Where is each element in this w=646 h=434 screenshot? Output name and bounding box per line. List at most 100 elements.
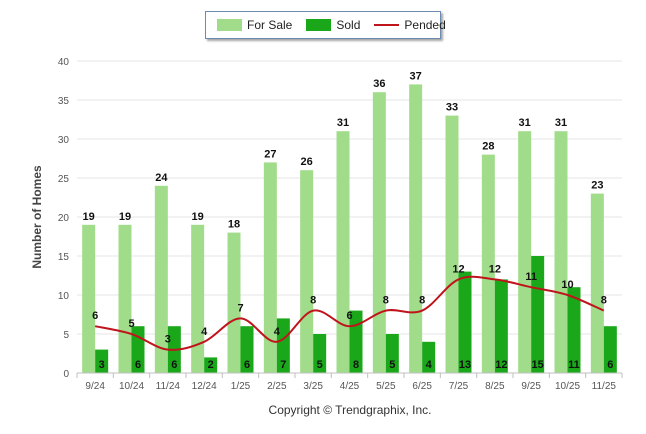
sold-value-label: 5	[317, 359, 323, 371]
sold-value-label: 13	[459, 359, 471, 371]
for-sale-bar	[227, 232, 241, 373]
for-sale-bar	[372, 92, 386, 373]
for-sale-swatch	[217, 19, 242, 31]
sold-bar	[494, 279, 508, 373]
sold-bar	[385, 334, 399, 373]
for-sale-value-label: 26	[301, 156, 313, 168]
sold-bar	[276, 318, 290, 373]
sold-bar	[204, 357, 218, 373]
y-tick-label: 10	[58, 291, 70, 302]
for-sale-bar	[481, 154, 495, 373]
copyright-text: Copyright © Trendgraphix, Inc.	[268, 403, 432, 417]
x-tick-label: 4/25	[340, 381, 360, 392]
x-tick-label: 9/24	[85, 381, 105, 392]
for-sale-bar	[590, 193, 604, 373]
for-sale-value-label: 37	[410, 70, 422, 82]
x-tick-label: 1/25	[231, 381, 251, 392]
pended-value-label: 10	[561, 279, 573, 291]
x-tick-label: 11/24	[156, 381, 181, 392]
for-sale-value-label: 19	[119, 211, 131, 223]
y-tick-label: 40	[58, 57, 70, 68]
sold-value-label: 4	[426, 359, 433, 371]
for-sale-value-label: 19	[192, 211, 204, 223]
pended-value-label: 8	[419, 295, 425, 307]
x-axis: 9/24 10/24 11/24 12/24 1/25 2/25 3/25 4/25 5/25 6…	[76, 372, 623, 392]
for-sale-bar	[554, 131, 568, 373]
sold-bar	[531, 256, 545, 373]
x-tick-label: 8/25	[485, 381, 505, 392]
pended-value-label: 12	[489, 263, 501, 275]
legend-label-for-sale: For Sale	[247, 18, 293, 32]
data-labels: 1936196524631924186727742658318636583748…	[83, 70, 614, 371]
sold-value-label: 2	[208, 359, 214, 371]
y-tick-label: 25	[58, 174, 70, 185]
x-tick-label: 6/25	[412, 381, 432, 392]
sold-value-label: 8	[353, 359, 359, 371]
legend-item-sold[interactable]: Sold	[306, 18, 360, 32]
y-tick-label: 5	[63, 330, 69, 341]
for-sale-value-label: 27	[264, 148, 276, 160]
for-sale-bar	[445, 115, 459, 373]
y-axis-title: Number of Homes	[30, 165, 44, 269]
pended-value-label: 6	[346, 310, 352, 322]
pended-value-label: 6	[92, 310, 98, 322]
legend: For Sale Sold Pended	[205, 11, 446, 39]
y-tick-label: 35	[58, 96, 70, 107]
for-sale-value-label: 19	[83, 211, 95, 223]
bar-series	[82, 84, 617, 374]
sold-value-label: 12	[495, 359, 507, 371]
pended-value-label: 4	[201, 326, 208, 338]
pended-value-label: 8	[601, 295, 607, 307]
y-tick-label: 20	[58, 213, 70, 224]
pended-value-label: 5	[128, 318, 134, 330]
for-sale-value-label: 24	[155, 172, 168, 184]
pended-value-label: 4	[274, 326, 281, 338]
y-tick-label: 15	[58, 252, 70, 263]
x-tick-label: 3/25	[303, 381, 323, 392]
for-sale-value-label: 28	[482, 141, 494, 153]
legend-label-sold: Sold	[336, 18, 361, 32]
y-tick-label: 30	[58, 135, 70, 146]
x-tick-label: 11/25	[592, 381, 617, 392]
pended-value-label: 8	[310, 295, 316, 307]
sold-value-label: 5	[389, 359, 395, 371]
sold-bar	[422, 341, 436, 373]
x-tick-label: 12/24	[192, 381, 217, 392]
for-sale-bar	[191, 224, 205, 373]
x-tick-label: 5/25	[376, 381, 396, 392]
pended-value-label: 12	[452, 263, 464, 275]
legend-item-pended[interactable]: Pended	[374, 18, 446, 32]
for-sale-bar	[300, 170, 314, 373]
for-sale-value-label: 36	[373, 78, 385, 90]
for-sale-bar	[154, 185, 168, 373]
for-sale-bar	[118, 224, 132, 373]
legend-label-pended: Pended	[404, 18, 446, 32]
pended-value-label: 3	[165, 334, 171, 346]
x-tick-label: 10/25	[555, 381, 580, 392]
sold-bar	[240, 326, 254, 373]
sold-swatch	[306, 19, 332, 31]
sold-value-label: 15	[532, 359, 544, 371]
for-sale-value-label: 33	[446, 102, 458, 114]
x-tick-label: 10/24	[119, 381, 144, 392]
sold-value-label: 6	[607, 359, 613, 371]
sold-value-label: 6	[135, 359, 141, 371]
sold-bar	[603, 326, 617, 373]
x-tick-label: 2/25	[267, 381, 287, 392]
sold-value-label: 6	[244, 359, 250, 371]
sold-value-label: 6	[171, 359, 177, 371]
pended-value-label: 11	[525, 271, 537, 283]
for-sale-value-label: 18	[228, 219, 240, 231]
for-sale-bar	[409, 84, 423, 374]
y-tick-label: 0	[63, 369, 69, 380]
for-sale-value-label: 31	[519, 117, 531, 129]
for-sale-value-label: 31	[555, 117, 567, 129]
legend-item-for-sale[interactable]: For Sale	[217, 18, 292, 32]
pended-line-series	[94, 275, 605, 351]
for-sale-bar	[82, 224, 96, 373]
pended-line	[94, 275, 605, 351]
sold-value-label: 3	[99, 359, 105, 371]
pended-value-label: 7	[237, 302, 243, 314]
x-tick-label: 7/25	[449, 381, 469, 392]
